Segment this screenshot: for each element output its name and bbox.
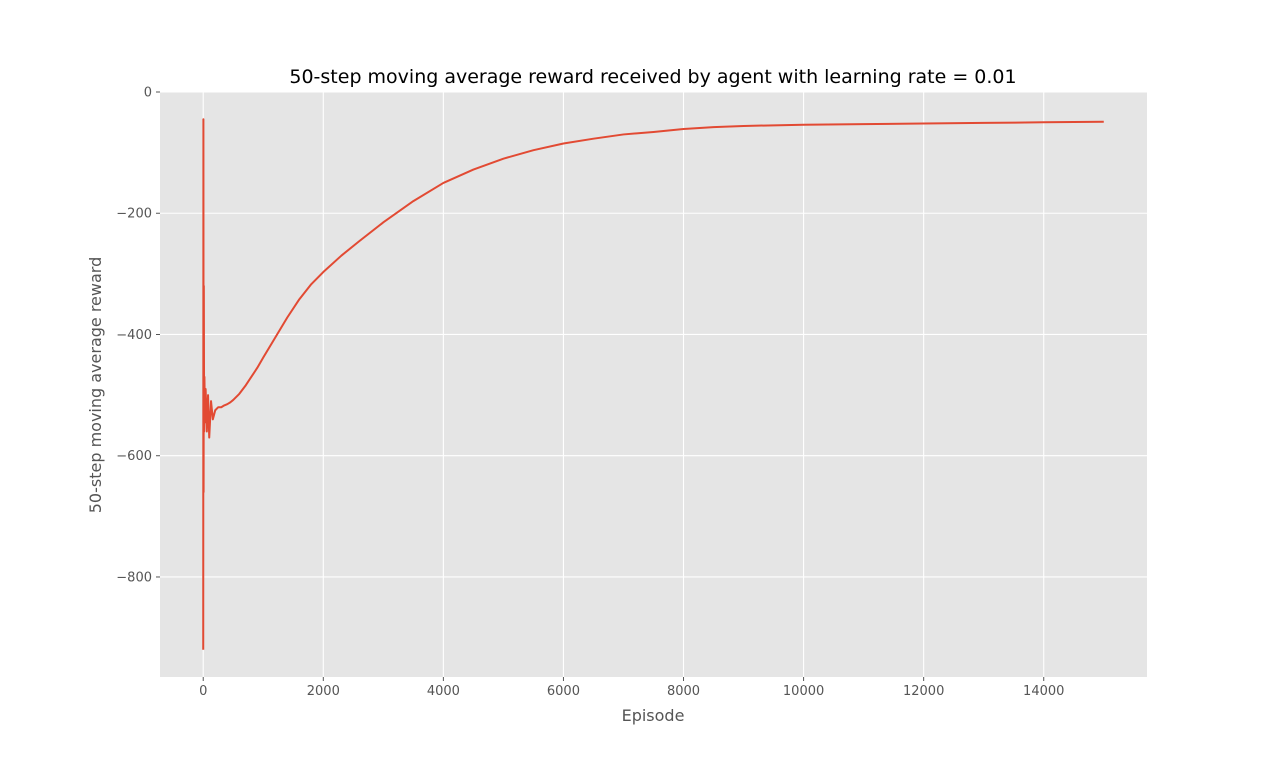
y-axis-label: 50-step moving average reward: [86, 257, 105, 514]
series-line: [202, 118, 1104, 650]
y-tick-label: −800: [116, 570, 152, 585]
x-tick-label: 14000: [1023, 684, 1064, 699]
y-tick-label: −200: [116, 207, 152, 222]
x-axis-ticks: 0 2000 4000 6000 8000 10000 12000 14000: [199, 677, 1064, 699]
series-layer: [202, 118, 1104, 650]
y-tick-label: −400: [116, 328, 152, 343]
x-tick-label: 6000: [547, 684, 580, 699]
y-tick-label: −600: [116, 449, 152, 464]
x-tick-label: 12000: [903, 684, 944, 699]
y-tick-label: 0: [144, 86, 152, 101]
x-tick-label: 2000: [307, 684, 340, 699]
grid-lines: [160, 91, 1147, 677]
y-axis-ticks: 0 −200 −400 −600 −800: [116, 86, 160, 585]
x-axis-label: Episode: [622, 706, 685, 725]
chart-title: 50-step moving average reward received b…: [289, 66, 1016, 88]
x-tick-label: 0: [199, 684, 207, 699]
x-tick-label: 4000: [427, 684, 460, 699]
plot-background: [160, 92, 1147, 677]
x-tick-label: 10000: [783, 684, 824, 699]
x-tick-label: 8000: [667, 684, 700, 699]
